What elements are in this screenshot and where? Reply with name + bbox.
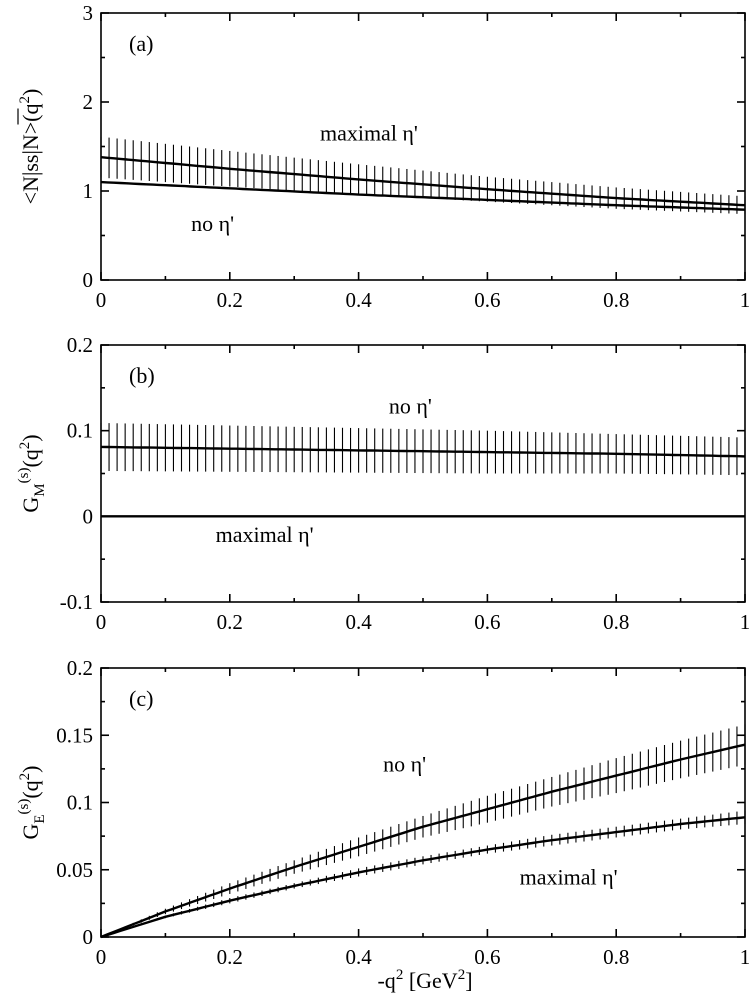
x-tick-label: 1 [740,288,751,312]
y-tick-label: 3 [83,1,94,25]
x-tick-label: 0.6 [474,945,500,969]
series-line-no-eta [100,445,746,458]
panel-label: (b) [129,363,155,388]
panel-b: 0 0.2 0.4 0.6 0.8 1-0.100.10.2(b)no η'maximal… [16,333,750,634]
y-tick-label: 0.15 [56,723,93,747]
x-tick-label: 0.8 [603,945,629,969]
y-tick-label: 0 [83,268,94,292]
x-tick-label: 0.4 [345,288,372,312]
series-annotation: no η' [383,752,426,777]
series-line-no-eta [100,180,746,211]
panel-label: (a) [129,31,153,56]
y-tick-label: 0.2 [67,656,93,680]
x-tick-label: 0 [96,288,107,312]
y-tick-label: 0.1 [67,791,93,815]
x-tick-label: 1 [740,610,751,634]
y-tick-label: 0.2 [67,333,93,357]
x-tick-label: 0.2 [217,945,243,969]
x-tick-label: 0.8 [603,610,629,634]
y-axis-label: GE(s)(q2) [16,765,48,839]
y-axis-label: GM(s)(q2) [16,434,48,512]
x-axis-label: -q2 [GeV2] [377,967,472,993]
x-tick-label: 1 [740,945,751,969]
x-tick-label: 0.2 [217,610,243,634]
y-tick-label: 0 [83,504,94,528]
panel-label: (c) [129,686,153,711]
series-annotation: maximal η' [320,120,418,145]
y-tick-label: 0.1 [67,419,93,443]
x-tick-label: 0 [96,945,107,969]
y-tick-label: -0.1 [60,590,93,614]
y-tick-label: 2 [83,90,94,114]
x-tick-label: 0.4 [345,945,372,969]
error-bars [108,724,746,935]
y-tick-label: 0 [83,925,94,949]
x-tick-label: 0 [96,610,107,634]
series-annotation: maximal η' [520,865,618,890]
plot-frame [100,12,746,281]
series-line-maximal-eta [100,156,746,207]
y-axis-label: <N|ss|N>(q2) [17,89,43,205]
series-annotation: no η' [191,211,234,236]
x-tick-label: 0.6 [474,288,500,312]
panel-a: 0 0.2 0.4 0.6 0.8 1 0 1 2 3 (a) maximal η' no η' <N|s… [17,1,750,312]
x-tick-label: 0.8 [603,288,629,312]
y-tick-label: 1 [83,179,94,203]
y-tick-label: 0.05 [56,858,93,882]
series-line-no-eta [100,743,746,939]
series-annotation: no η' [389,394,432,419]
x-tick-label: 0.6 [474,610,500,634]
x-tick-label: 0.4 [345,610,372,634]
panel-c: 0 0.2 0.4 0.6 0.8 1 0 0.05 0.1 0.15 0.2 (c) no η' max… [16,656,750,969]
error-bars [108,810,746,935]
series-annotation: maximal η' [216,522,314,547]
x-tick-label: 0.2 [217,288,243,312]
error-bars [100,136,746,215]
series-line-maximal-eta [100,816,746,939]
